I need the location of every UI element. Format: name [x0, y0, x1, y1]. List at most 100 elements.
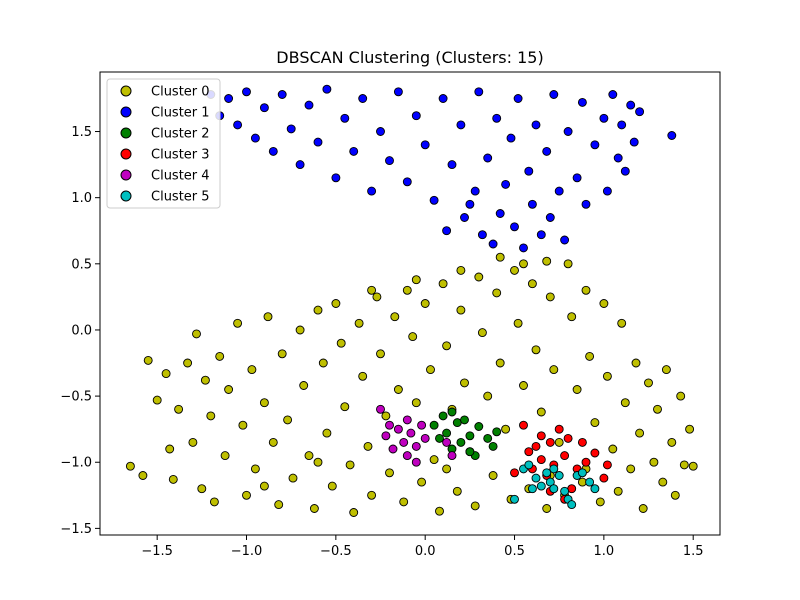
point-s2-14 [447, 407, 457, 417]
point-s1-36 [495, 209, 505, 218]
point-s1-23 [411, 111, 421, 121]
point-s1-27 [442, 226, 452, 236]
point-s0-29 [288, 473, 298, 483]
point-s0-82 [527, 279, 537, 289]
point-s1-60 [617, 120, 627, 130]
point-s0-43 [354, 318, 364, 328]
point-s0-125 [442, 464, 452, 474]
point-s0-7 [174, 404, 184, 414]
point-s0-46 [367, 490, 377, 500]
point-s0-91 [567, 312, 577, 322]
point-s5-2 [524, 460, 534, 470]
x-tick-label-5: 1.0 [594, 544, 615, 559]
point-s0-98 [599, 299, 609, 308]
point-s0-34 [313, 305, 323, 315]
point-s5-7 [549, 484, 559, 494]
point-s3-18 [602, 460, 612, 470]
point-s0-40 [340, 402, 350, 412]
point-s0-126 [313, 457, 323, 467]
point-s0-83 [531, 345, 541, 355]
point-s3-2 [524, 447, 534, 457]
point-s0-97 [595, 497, 605, 507]
point-s0-59 [426, 365, 435, 375]
point-s4-5 [399, 437, 409, 447]
point-s1-21 [393, 87, 403, 97]
point-s4-3 [388, 444, 398, 454]
series-4 [376, 404, 457, 467]
point-s0-10 [192, 329, 201, 339]
point-s1-15 [340, 113, 350, 123]
x-tick-label-2: −0.5 [320, 544, 352, 559]
point-s0-101 [613, 486, 623, 496]
legend-marker-3 [120, 148, 132, 160]
point-s3-0 [510, 468, 519, 478]
point-s0-6 [168, 474, 178, 484]
legend-marker-2 [120, 127, 132, 139]
point-s0-116 [679, 460, 689, 470]
point-s0-123 [456, 265, 466, 275]
x-axis: −1.5 −1.0 −0.5 0.0 0.5 1.0 1.5 [141, 535, 704, 559]
point-s4-9 [417, 420, 427, 430]
point-s1-38 [506, 133, 516, 143]
point-s3-14 [577, 437, 587, 447]
point-s2-6 [456, 437, 466, 447]
legend-marker-4 [120, 169, 132, 181]
point-s1-3 [233, 120, 243, 130]
point-s1-25 [429, 195, 439, 205]
point-s0-62 [438, 279, 448, 289]
point-s0-37 [327, 481, 337, 491]
point-s1-55 [590, 140, 600, 150]
point-s0-32 [304, 451, 314, 461]
point-s2-12 [488, 441, 498, 451]
legend-box [106, 78, 221, 209]
point-s3-17 [599, 473, 609, 483]
point-s1-34 [488, 239, 498, 249]
point-s1-39 [510, 222, 519, 232]
y-tick-label-2: −0.5 [60, 390, 92, 405]
legend-label-4: Cluster 4 [151, 169, 210, 184]
point-s3-15 [581, 457, 591, 467]
point-s0-28 [283, 415, 293, 425]
point-s0-61 [435, 506, 444, 516]
chart-title: DBSCAN Clustering (Clusters: 15) [276, 48, 543, 67]
point-s1-66 [470, 186, 480, 196]
point-s0-117 [685, 424, 695, 434]
point-s4-4 [393, 424, 403, 434]
point-s0-58 [420, 299, 430, 308]
point-s1-14 [331, 173, 341, 183]
point-s1-62 [626, 100, 636, 110]
point-s1-47 [545, 213, 555, 222]
point-s1-49 [554, 186, 564, 196]
point-s0-104 [626, 464, 636, 474]
legend: Cluster 0 Cluster 1 Cluster 2 Cluster 3 Clus… [106, 78, 221, 209]
point-s0-124 [367, 285, 377, 295]
point-s0-114 [670, 490, 680, 500]
point-s1-40 [513, 94, 523, 103]
point-s0-57 [417, 477, 427, 487]
legend-label-1: Cluster 1 [151, 106, 210, 121]
point-s0-120 [495, 252, 505, 262]
point-s0-121 [542, 256, 552, 266]
point-s1-43 [527, 199, 537, 209]
point-s0-92 [572, 385, 582, 394]
series-5 [510, 460, 600, 510]
point-s4-2 [385, 420, 394, 430]
point-s0-74 [492, 288, 502, 298]
point-s0-19 [238, 420, 248, 430]
point-s5-0 [510, 494, 519, 504]
point-s1-41 [519, 243, 528, 253]
y-tick-label-5: 1.0 [71, 191, 92, 206]
point-s0-66 [456, 305, 466, 315]
point-s0-51 [390, 312, 400, 322]
point-s1-16 [349, 146, 359, 156]
point-s0-45 [363, 441, 373, 451]
point-s0-112 [661, 365, 671, 375]
y-tick-label-3: 0.0 [71, 323, 92, 338]
point-s2-10 [474, 422, 484, 431]
point-s3-5 [536, 455, 546, 465]
point-s0-106 [635, 428, 645, 438]
point-s0-23 [259, 398, 269, 408]
point-s3-1 [519, 420, 528, 430]
point-s0-35 [318, 358, 328, 368]
